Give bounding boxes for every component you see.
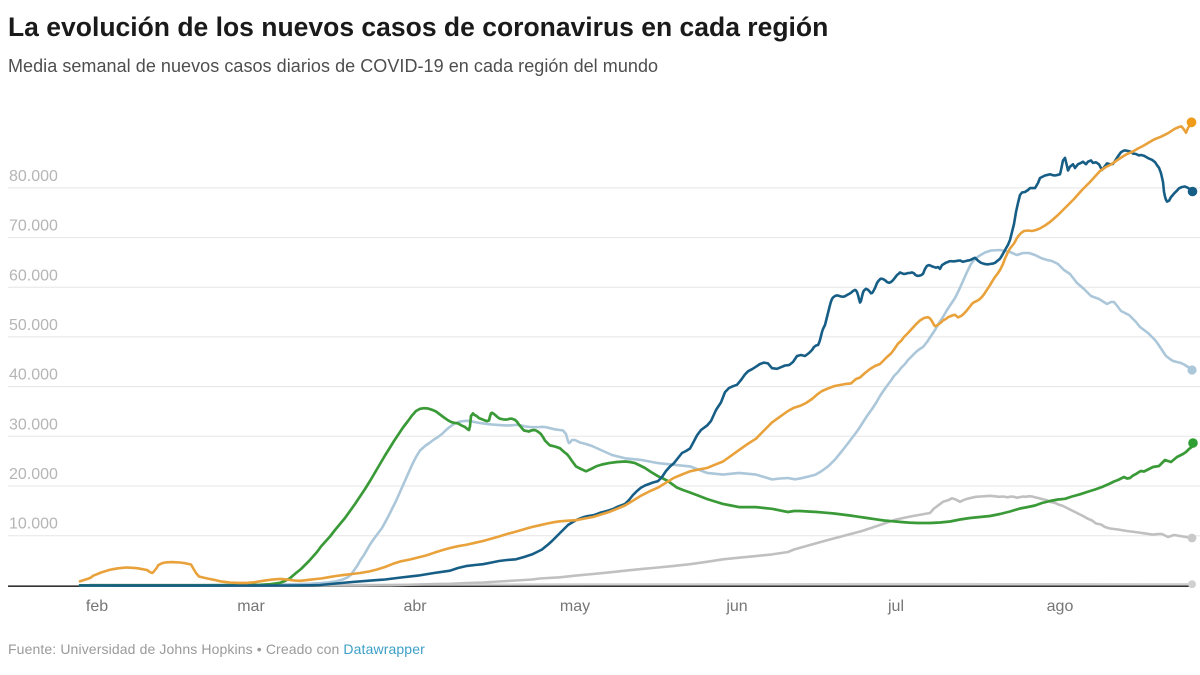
svg-text:80.000: 80.000: [9, 168, 58, 185]
svg-text:60.000: 60.000: [9, 267, 58, 284]
svg-text:10.000: 10.000: [9, 516, 58, 533]
svg-text:jul: jul: [887, 598, 904, 615]
svg-text:30.000: 30.000: [9, 416, 58, 433]
svg-text:jun: jun: [725, 598, 747, 615]
svg-text:40.000: 40.000: [9, 367, 58, 384]
svg-text:mar: mar: [237, 598, 265, 615]
svg-text:70.000: 70.000: [9, 218, 58, 235]
svg-text:abr: abr: [403, 598, 427, 615]
svg-text:50.000: 50.000: [9, 317, 58, 334]
svg-text:feb: feb: [86, 598, 108, 615]
svg-text:ago: ago: [1047, 598, 1074, 615]
svg-text:20.000: 20.000: [9, 466, 58, 483]
svg-text:may: may: [560, 598, 590, 615]
